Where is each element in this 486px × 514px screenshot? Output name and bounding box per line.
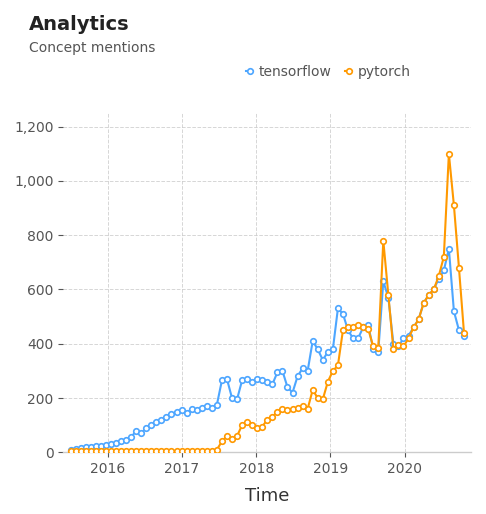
pytorch: [446, 151, 452, 157]
tensorflow: [229, 395, 235, 401]
pytorch: [163, 448, 169, 454]
pytorch: [355, 322, 361, 328]
tensorflow: [174, 409, 179, 415]
tensorflow: [461, 333, 467, 339]
X-axis label: Time: Time: [245, 487, 290, 505]
tensorflow: [446, 246, 452, 252]
tensorflow: [355, 335, 361, 341]
pytorch: [174, 448, 179, 454]
pytorch: [229, 436, 235, 442]
Text: Concept mentions: Concept mentions: [29, 41, 156, 55]
Legend: tensorflow, pytorch: tensorflow, pytorch: [241, 59, 417, 84]
tensorflow: [224, 376, 230, 382]
pytorch: [461, 330, 467, 336]
tensorflow: [163, 414, 169, 420]
Line: pytorch: pytorch: [68, 151, 467, 454]
tensorflow: [68, 447, 73, 453]
pytorch: [68, 448, 73, 454]
pytorch: [295, 405, 300, 411]
Text: Analytics: Analytics: [29, 15, 130, 34]
tensorflow: [295, 373, 300, 379]
Line: tensorflow: tensorflow: [68, 246, 467, 452]
pytorch: [224, 433, 230, 439]
